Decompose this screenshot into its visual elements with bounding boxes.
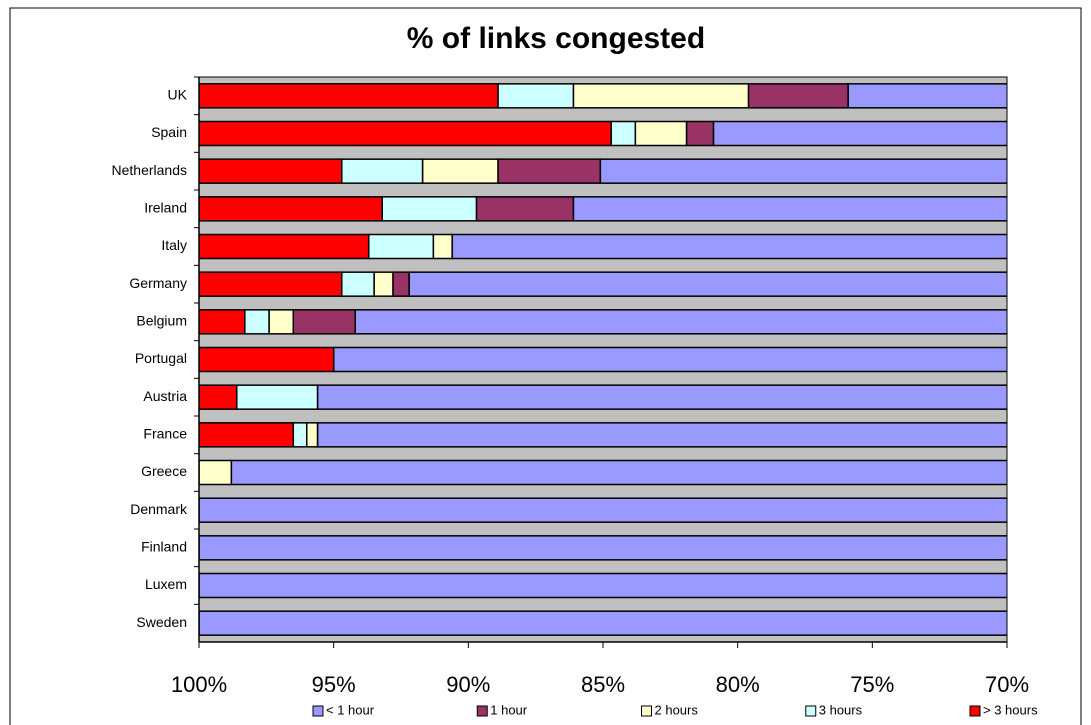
bar-segment — [199, 120, 612, 147]
y-tick-label: Luxem — [145, 576, 187, 592]
bar-segment — [244, 309, 270, 335]
bar-segment — [497, 83, 575, 109]
bar-segment — [199, 158, 343, 184]
bar-segment — [572, 83, 750, 109]
x-tick-label: 70% — [985, 672, 1029, 697]
bar-segment — [235, 384, 319, 410]
legend-label: 2 hours — [655, 702, 699, 717]
legend-label: 3 hours — [819, 702, 863, 717]
bar-segment — [408, 271, 1007, 297]
bar-segment — [199, 83, 499, 109]
bar-segment — [199, 535, 1007, 561]
y-tick-label: Denmark — [130, 501, 188, 517]
bar-segment — [367, 233, 435, 260]
bar-segment — [634, 120, 688, 147]
bar-segment — [392, 271, 410, 297]
bar-segment — [373, 271, 394, 297]
bar-segment — [747, 83, 849, 109]
legend-label: < 1 hour — [326, 702, 375, 717]
bar-segment — [268, 309, 295, 335]
bar-segment — [199, 271, 343, 297]
bar-segment — [316, 384, 1007, 410]
legend-label: 1 hour — [490, 702, 528, 717]
y-tick-label: Austria — [143, 388, 187, 404]
chart-title: % of links congested — [407, 22, 705, 55]
legend-swatch — [476, 705, 488, 717]
bar-segment — [292, 422, 308, 448]
legend-swatch — [312, 705, 324, 717]
legend-swatch — [805, 705, 817, 717]
bar-segment — [199, 346, 335, 373]
bar-segment — [354, 309, 1007, 335]
bar-segment — [381, 196, 478, 222]
bar-segment — [199, 196, 383, 222]
x-tick-label: 75% — [850, 672, 894, 697]
bar-segment — [199, 233, 370, 260]
bar-segment — [421, 158, 499, 184]
y-tick-label: Ireland — [144, 200, 187, 216]
bar-segment — [292, 309, 356, 335]
y-tick-label: Greece — [141, 463, 187, 479]
bar-segment — [685, 120, 715, 147]
bar-segment — [497, 158, 602, 184]
bar-segment — [340, 158, 424, 184]
y-tick-label: Spain — [151, 124, 187, 140]
bar-segment — [199, 497, 1007, 523]
legend-swatch — [969, 705, 981, 717]
bar-segment — [199, 610, 1007, 636]
legend-swatch — [641, 705, 652, 717]
x-tick-label: 85% — [581, 672, 625, 697]
bar-segment — [432, 233, 453, 260]
y-tick-label: France — [143, 426, 187, 442]
y-tick-label: UK — [168, 87, 188, 103]
y-tick-label: Netherlands — [112, 162, 188, 178]
x-tick-label: 95% — [312, 672, 356, 697]
bar-segment — [451, 233, 1007, 260]
bar-segment — [199, 309, 246, 335]
bar-segment — [305, 422, 319, 448]
x-tick-label: 90% — [446, 672, 490, 697]
bars — [199, 83, 1007, 636]
bar-segment — [475, 196, 575, 222]
y-tick-label: Finland — [141, 539, 187, 555]
y-tick-label: Portugal — [135, 350, 187, 366]
bar-segment — [199, 384, 238, 410]
bar-segment — [332, 346, 1007, 373]
bar-segment — [199, 459, 233, 486]
y-tick-label: Germany — [129, 275, 187, 291]
y-tick-label: Belgium — [136, 313, 187, 329]
legend-label: > 3 hours — [983, 702, 1038, 717]
x-tick-label: 100% — [171, 672, 227, 697]
bar-segment — [340, 271, 375, 297]
y-tick-label: Sweden — [136, 614, 187, 630]
y-tick-label: Italy — [161, 237, 187, 253]
x-tick-label: 80% — [716, 672, 760, 697]
bar-segment — [199, 572, 1007, 599]
bar-segment — [610, 120, 637, 147]
bar-segment — [316, 422, 1007, 448]
bar-segment — [230, 459, 1007, 486]
bar-segment — [199, 422, 295, 448]
